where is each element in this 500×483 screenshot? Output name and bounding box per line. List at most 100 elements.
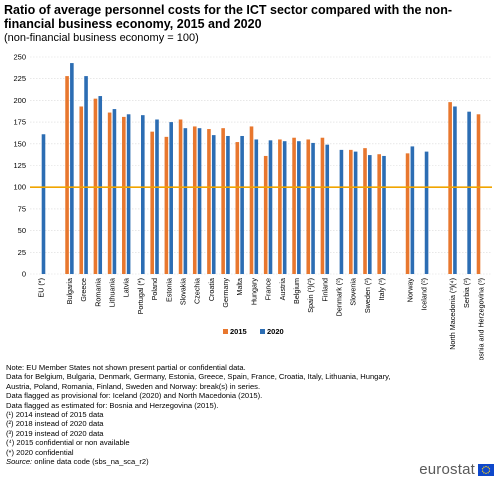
bar-2015-16 <box>278 139 282 274</box>
bar-2015-11 <box>207 129 211 274</box>
bar-2015-8 <box>164 136 169 274</box>
y-tick-label: 175 <box>13 118 26 127</box>
x-tick-label: Lithuania <box>108 278 117 307</box>
x-tick-label: Denmark (²) <box>335 278 344 316</box>
bar-2015-14 <box>249 126 254 274</box>
note-line: Data flagged as estimated for: Bosnia an… <box>6 400 219 410</box>
x-tick-label: Croatia <box>207 278 216 301</box>
bar-2020-7 <box>155 119 159 274</box>
x-tick-label: Spain (¹)(²) <box>306 278 315 313</box>
source-line: Source: online data code (sbs_na_sca_r2) <box>6 457 476 466</box>
x-tick-label: Estonia <box>164 278 173 302</box>
bar-2020-26 <box>453 106 457 274</box>
x-tick-label: Hungary <box>249 278 258 306</box>
legend: 2015 2020 <box>223 327 284 336</box>
x-tick-label: Serbia (²) <box>462 278 471 308</box>
x-tick-label: Greece <box>79 278 88 302</box>
bars <box>41 63 481 275</box>
bar-2015-1 <box>65 76 69 274</box>
source-label: Source: <box>6 457 33 467</box>
bar-2020-17 <box>297 141 301 274</box>
note-line: Data for Belgium, Bulgaria, Denmark, Ger… <box>6 372 391 382</box>
x-tick-label: Malta <box>235 278 244 296</box>
x-axis: EU (*) Bulgaria Greece Romania Lithuania Latv… <box>37 278 486 360</box>
legend-label-2015: 2015 <box>230 327 247 336</box>
y-tick-label: 50 <box>18 226 26 235</box>
bar-2020-5 <box>126 114 131 275</box>
bar-2020-12 <box>226 135 230 274</box>
y-tick-label: 0 <box>22 270 26 279</box>
bar-2015-7 <box>150 131 154 274</box>
bar-2020-16 <box>282 141 287 274</box>
bar-2015-2 <box>79 106 84 274</box>
bar-2020-23 <box>382 155 386 274</box>
bar-2015-26 <box>448 102 452 274</box>
bar-2015-3 <box>93 98 98 274</box>
bar-2020-14 <box>254 139 259 274</box>
y-axis: 0 25 50 75 100 125 150 175 200 225 250 <box>13 53 26 279</box>
x-tick-label: North Macedonia (³)(⁴) <box>448 278 457 350</box>
y-tick-label: 25 <box>18 248 26 257</box>
bar-2020-20 <box>339 149 344 274</box>
note-line: (³) 2019 instead of 2020 data <box>6 428 104 438</box>
x-tick-label: Belgium <box>292 278 301 304</box>
bar-2015-21 <box>349 149 353 274</box>
bar-2020-8 <box>169 122 173 274</box>
bar-2020-18 <box>311 142 315 274</box>
bar-2020-4 <box>112 109 117 274</box>
y-tick-label: 75 <box>18 204 26 213</box>
bar-2015-19 <box>320 137 325 274</box>
note-line: (*) 2020 confidential <box>6 447 74 457</box>
bar-2020-3 <box>98 96 103 274</box>
note-line: (¹) 2014 instead of 2015 data <box>6 410 104 420</box>
x-tick-label: Finland <box>320 278 329 302</box>
y-tick-label: 125 <box>13 161 26 170</box>
bar-chart: 0 25 50 75 100 125 150 175 200 225 250 EU (*) Bulga… <box>13 53 492 360</box>
bar-2015-23 <box>377 154 381 274</box>
x-tick-label: Norway <box>405 278 414 303</box>
bar-2015-28 <box>476 114 481 275</box>
x-tick-label: EU (*) <box>37 278 46 298</box>
bar-2020-21 <box>353 151 358 274</box>
bar-2015-10 <box>192 126 197 274</box>
bar-2020-0 <box>41 134 46 274</box>
y-tick-label: 200 <box>13 96 26 105</box>
bar-2020-13 <box>240 135 244 274</box>
x-tick-label: Italy (³) <box>377 278 386 300</box>
note-line: Note: EU Member States not shown present… <box>6 363 246 372</box>
x-tick-label: Czechia <box>193 278 202 304</box>
x-tick-label: Slovakia <box>178 278 187 305</box>
bar-2020-11 <box>211 135 216 274</box>
bar-2015-12 <box>221 128 225 274</box>
note-line: Data flagged as provisional for: Iceland… <box>6 391 263 401</box>
bar-2015-5 <box>122 116 126 274</box>
bar-2020-24 <box>410 146 415 274</box>
x-tick-label: France <box>264 278 273 300</box>
x-tick-label: Bosnia and Herzegovina (³) <box>476 278 485 360</box>
bar-2015-15 <box>263 155 268 274</box>
eu-flag-icon <box>478 463 494 476</box>
eurostat-logo: eurostat <box>419 461 494 478</box>
x-tick-label: Poland <box>150 278 159 300</box>
note-line: Austria, Poland, Romania, Finland, Swede… <box>6 381 261 391</box>
bar-2020-22 <box>368 155 372 274</box>
x-tick-label: Portugal (*) <box>136 278 145 314</box>
x-tick-label: Slovenia <box>349 278 358 306</box>
bar-2015-18 <box>306 139 311 274</box>
bar-2020-6 <box>141 115 145 274</box>
bar-2015-17 <box>292 137 296 274</box>
y-tick-label: 100 <box>13 183 26 192</box>
note-lines: Note: EU Member States not shown present… <box>6 363 476 457</box>
notes: Note: EU Member States not shown present… <box>6 363 476 466</box>
chart-title: Ratio of average personnel costs for the… <box>4 3 452 31</box>
legend-swatch-2020 <box>260 329 265 334</box>
bar-2020-27 <box>467 111 471 275</box>
bar-2015-9 <box>178 119 183 274</box>
x-tick-label: Bulgaria <box>65 278 74 304</box>
legend-label-2020: 2020 <box>267 327 284 336</box>
x-tick-label: Latvia <box>122 278 131 297</box>
bar-2020-2 <box>84 76 88 274</box>
source-text: online data code (sbs_na_sca_r2) <box>32 457 149 467</box>
bar-2020-9 <box>183 128 188 274</box>
note-line: (⁴) 2015 confidential or non available <box>6 438 130 448</box>
